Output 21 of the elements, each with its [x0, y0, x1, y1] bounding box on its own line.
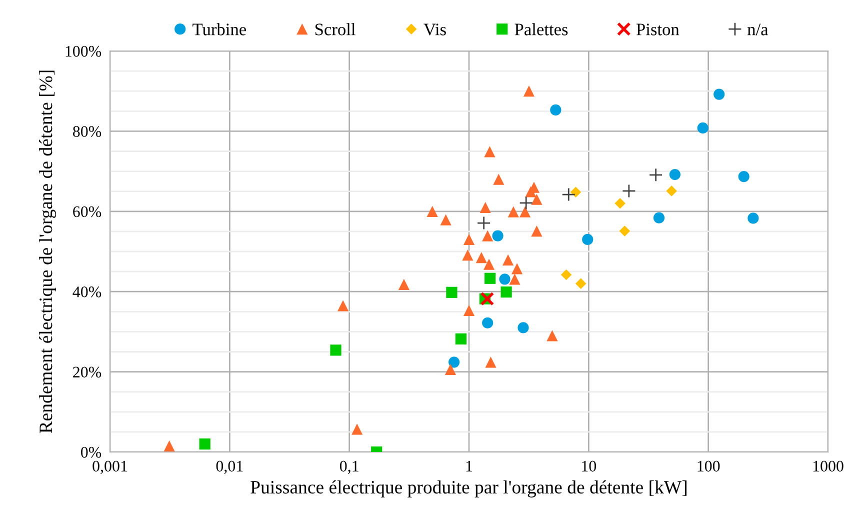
legend-label: Palettes — [514, 23, 568, 36]
y-tick-label: 0% — [80, 446, 102, 458]
x-tick-label: 0,1 — [340, 460, 358, 474]
y-axis-title: Rendement électrique de l'organe de détente [%] — [38, 70, 56, 434]
x-tick-label: 10 — [582, 460, 596, 472]
y-tick-label: 100% — [66, 46, 102, 57]
x-tick-label: 1000 — [813, 460, 844, 472]
x-axis-title: Puissance électrique produite par l'organe de détente [kW] — [250, 480, 686, 498]
y-tick-label: 40% — [72, 286, 102, 298]
y-tick-label: 20% — [73, 366, 102, 378]
legend-label: Turbine — [192, 23, 246, 36]
x-tick-label: 0,001 — [92, 460, 128, 474]
legend-label: Piston — [636, 24, 680, 36]
x-tick-label: 100 — [698, 460, 720, 472]
legend-label: n/a — [748, 24, 768, 36]
legend-label: Vis — [424, 24, 446, 36]
x-tick-label: 1 — [466, 460, 472, 472]
legend-label: Scroll — [315, 23, 356, 36]
y-tick-label: 60% — [73, 206, 102, 218]
x-tick-label: 0,01 — [216, 460, 243, 474]
y-tick-label: 80% — [73, 126, 102, 137]
